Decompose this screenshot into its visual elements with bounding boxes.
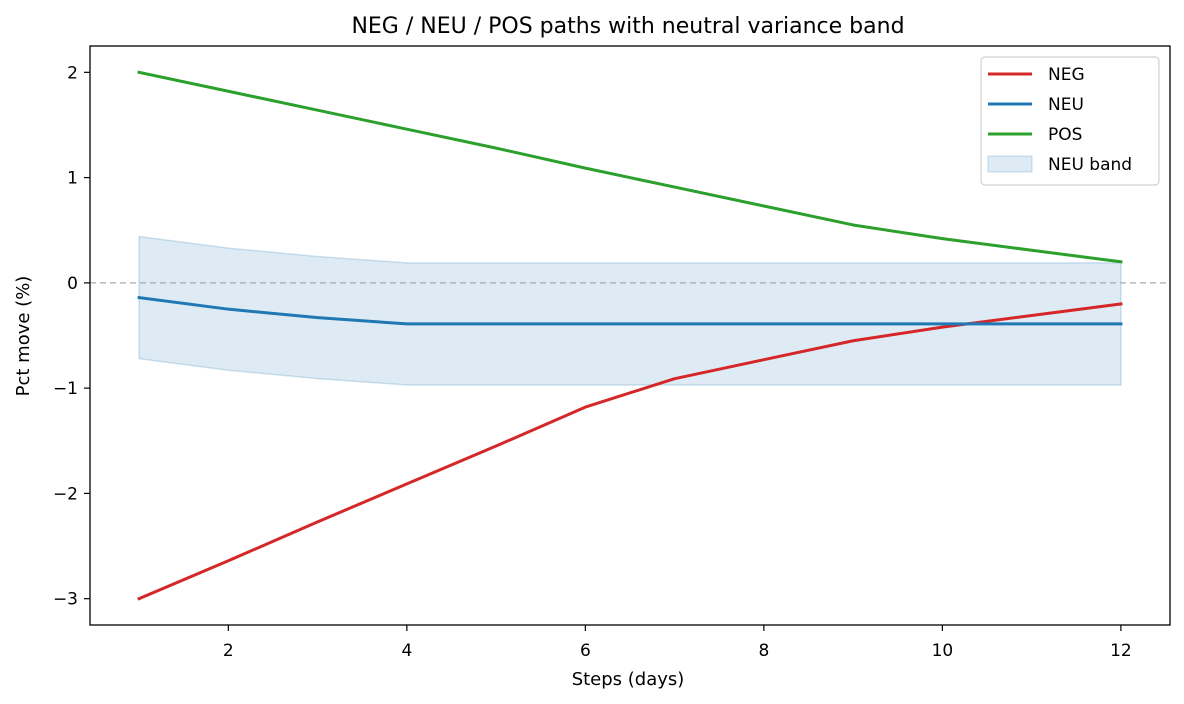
y-tick-label: −2 xyxy=(53,484,78,504)
neu-band-area xyxy=(138,235,1122,386)
x-axis-label: Steps (days) xyxy=(572,669,685,690)
y-tick-label: −3 xyxy=(53,590,78,610)
x-tick-label: 2 xyxy=(223,641,234,661)
plot-area xyxy=(90,70,1170,601)
x-tick-label: 10 xyxy=(932,641,954,661)
legend-label: NEU xyxy=(1048,95,1084,115)
y-tick-label: 1 xyxy=(67,169,78,189)
pos-series-line xyxy=(137,70,1123,264)
y-tick-label: 0 xyxy=(67,274,78,294)
x-tick-label: 4 xyxy=(401,641,412,661)
chart-title: NEG / NEU / POS paths with neutral varia… xyxy=(351,14,904,39)
legend-label: NEG xyxy=(1048,65,1085,85)
legend-label: NEU band xyxy=(1048,155,1132,175)
y-tick-label: −1 xyxy=(53,379,78,399)
neu-series-line xyxy=(137,295,1123,326)
plot-frame xyxy=(89,45,1171,626)
x-tick-label: 12 xyxy=(1110,641,1132,661)
y-tick-label: 2 xyxy=(67,63,78,83)
x-tick-label: 8 xyxy=(758,641,769,661)
legend-swatch-neu-band xyxy=(987,155,1033,173)
legend: NEG NEU POS NEU band xyxy=(980,56,1160,186)
y-axis-label: Pct move (%) xyxy=(13,276,34,397)
x-tick-label: 6 xyxy=(580,641,591,661)
legend-box xyxy=(980,56,1160,186)
legend-label: POS xyxy=(1048,125,1082,145)
